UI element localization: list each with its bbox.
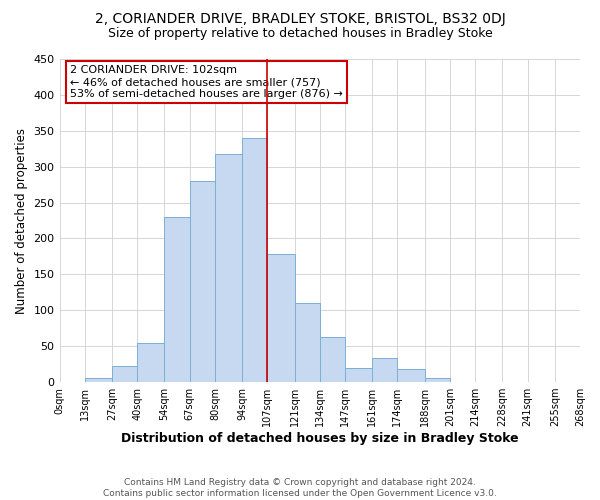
X-axis label: Distribution of detached houses by size in Bradley Stoke: Distribution of detached houses by size … — [121, 432, 518, 445]
Bar — [215, 154, 242, 382]
Bar — [372, 358, 397, 382]
Bar — [345, 368, 372, 382]
Bar — [164, 217, 190, 382]
Bar — [397, 369, 425, 382]
Text: 2, CORIANDER DRIVE, BRADLEY STOKE, BRISTOL, BS32 0DJ: 2, CORIANDER DRIVE, BRADLEY STOKE, BRIST… — [95, 12, 505, 26]
Bar — [112, 366, 137, 382]
Bar — [85, 378, 112, 382]
Bar — [268, 254, 295, 382]
Bar — [137, 342, 164, 382]
Bar — [295, 303, 320, 382]
Text: Contains HM Land Registry data © Crown copyright and database right 2024.
Contai: Contains HM Land Registry data © Crown c… — [103, 478, 497, 498]
Text: 2 CORIANDER DRIVE: 102sqm
← 46% of detached houses are smaller (757)
53% of semi: 2 CORIANDER DRIVE: 102sqm ← 46% of detac… — [70, 66, 343, 98]
Bar — [190, 181, 215, 382]
Bar — [320, 337, 345, 382]
Y-axis label: Number of detached properties: Number of detached properties — [15, 128, 28, 314]
Bar — [425, 378, 450, 382]
Bar — [242, 138, 268, 382]
Text: Size of property relative to detached houses in Bradley Stoke: Size of property relative to detached ho… — [107, 28, 493, 40]
